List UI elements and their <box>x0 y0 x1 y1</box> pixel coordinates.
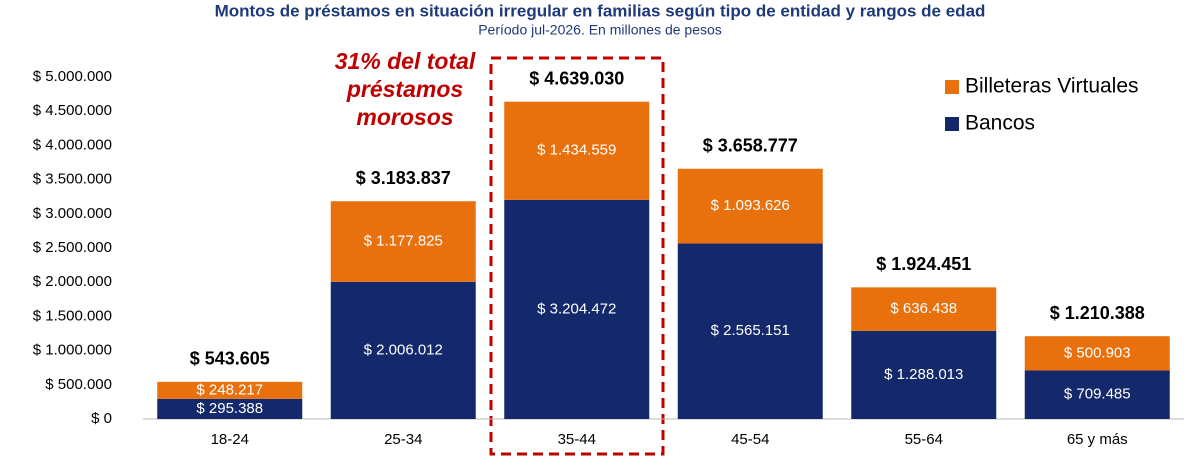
value-label: $ 500.903 <box>1064 344 1131 361</box>
y-tick-label: $ 4.000.000 <box>33 136 112 153</box>
value-label: $ 636.438 <box>890 300 957 317</box>
y-tick-label: $ 500.000 <box>45 376 112 393</box>
total-label: $ 3.183.837 <box>356 168 451 188</box>
value-label: $ 2.006.012 <box>364 341 443 358</box>
bar-segment <box>677 243 823 419</box>
y-tick-label: $ 0 <box>91 410 112 427</box>
chart-title: Montos de préstamos en situación irregul… <box>215 1 986 20</box>
value-label: $ 295.388 <box>196 400 263 417</box>
chart-subtitle: Período jul-2026. En millones de pesos <box>478 22 722 38</box>
y-tick-label: $ 2.500.000 <box>33 239 112 256</box>
legend-swatch <box>945 80 959 94</box>
annotation: préstamos <box>346 76 463 102</box>
bar-segment <box>851 287 997 331</box>
x-tick-label: 45-54 <box>731 431 769 448</box>
bar-segment <box>157 381 303 399</box>
bar-segment <box>157 398 303 419</box>
value-label: $ 1.093.626 <box>711 197 790 214</box>
x-tick-label: 25-34 <box>384 431 422 448</box>
bar-segment <box>504 199 650 419</box>
bar-segment <box>330 281 476 419</box>
x-tick-label: 18-24 <box>211 431 249 448</box>
y-tick-label: $ 3.500.000 <box>33 171 112 188</box>
y-tick-label: $ 2.000.000 <box>33 273 112 290</box>
x-tick-label: 35-44 <box>558 431 596 448</box>
y-tick-label: $ 5.000.000 <box>33 68 112 85</box>
legend-label: Billeteras Virtuales <box>965 75 1139 98</box>
y-tick-label: $ 1.500.000 <box>33 307 112 324</box>
bar-segment <box>851 330 997 419</box>
bar-segment <box>330 201 476 282</box>
value-label: $ 248.217 <box>196 381 263 398</box>
value-label: $ 709.485 <box>1064 386 1131 403</box>
annotation: 31% del total <box>335 48 476 74</box>
value-label: $ 1.177.825 <box>364 232 443 249</box>
bar-segment <box>1024 336 1170 371</box>
bar-segment <box>677 168 823 244</box>
value-label: $ 2.565.151 <box>711 322 790 339</box>
y-tick-label: $ 3.000.000 <box>33 205 112 222</box>
total-label: $ 543.605 <box>190 349 270 369</box>
value-label: $ 1.434.559 <box>537 142 616 159</box>
annotation: morosos <box>356 104 453 130</box>
bar-segment <box>504 101 650 200</box>
value-label: $ 1.288.013 <box>884 366 963 383</box>
bar-segment <box>1024 370 1170 419</box>
total-label: $ 1.210.388 <box>1050 303 1145 323</box>
x-tick-label: 65 y más <box>1067 431 1128 448</box>
legend-label: Bancos <box>965 112 1035 135</box>
legend-swatch <box>945 117 959 131</box>
value-label: $ 3.204.472 <box>537 300 616 317</box>
y-tick-label: $ 1.000.000 <box>33 342 112 359</box>
total-label: $ 4.639.030 <box>529 68 624 88</box>
total-label: $ 1.924.451 <box>876 254 971 274</box>
highlight-box <box>489 56 665 456</box>
y-tick-label: $ 4.500.000 <box>33 102 112 119</box>
total-label: $ 3.658.777 <box>703 135 798 155</box>
x-tick-label: 55-64 <box>905 431 943 448</box>
